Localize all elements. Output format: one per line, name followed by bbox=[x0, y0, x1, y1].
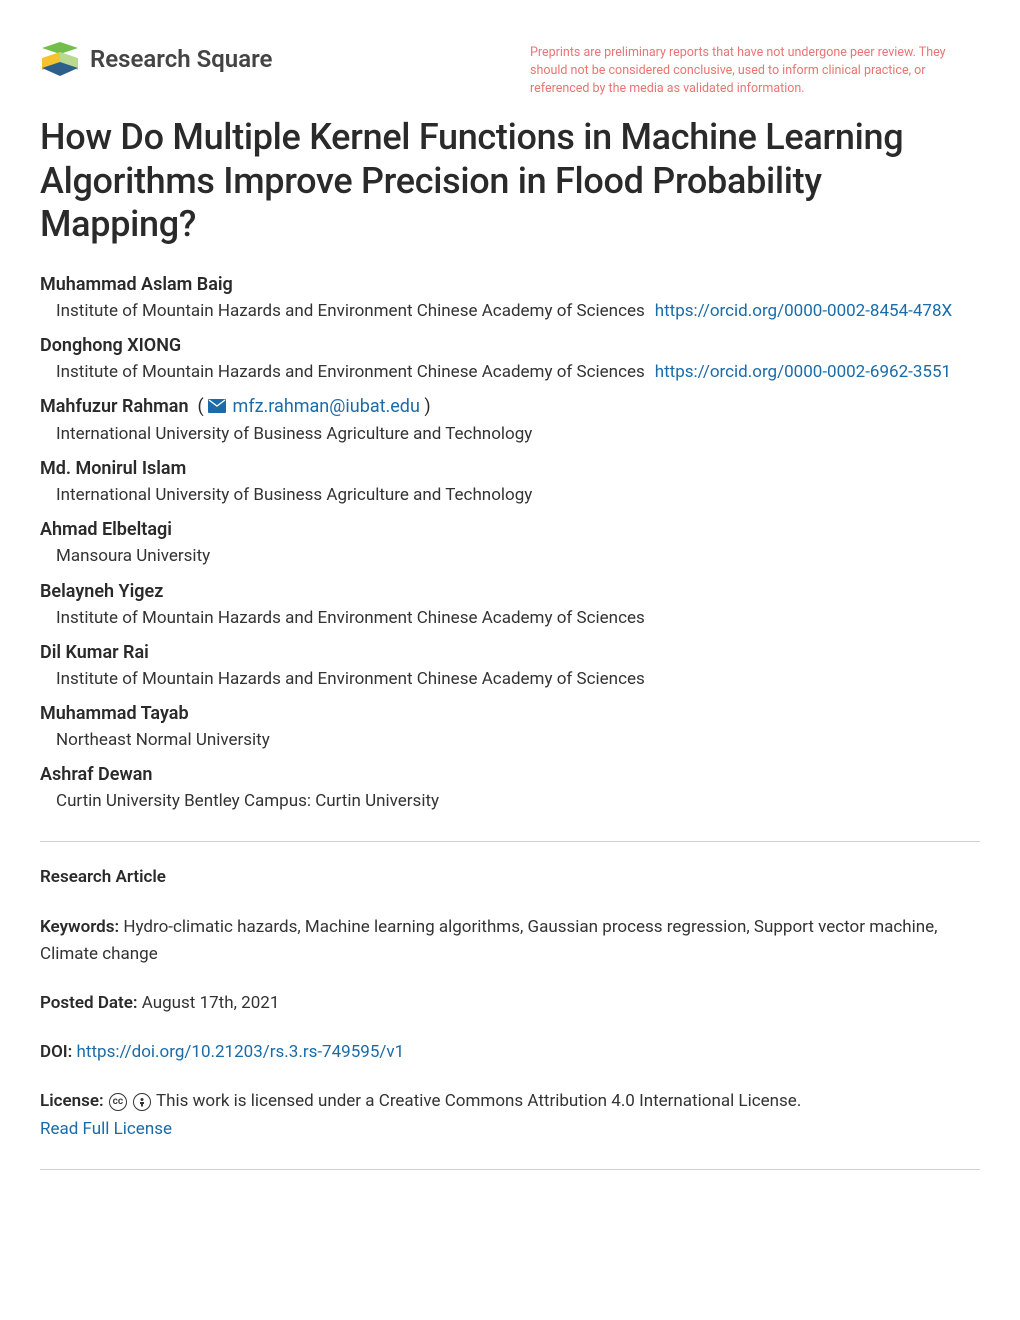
author-entry: Ashraf Dewan Curtin University Bentley Ca… bbox=[40, 764, 980, 815]
doi-row: DOI: https://doi.org/10.21203/rs.3.rs-74… bbox=[40, 1039, 980, 1066]
author-affiliation: Institute of Mountain Hazards and Enviro… bbox=[40, 605, 980, 632]
author-affiliation: International University of Business Agr… bbox=[40, 421, 980, 448]
posted-date-row: Posted Date: August 17th, 2021 bbox=[40, 990, 980, 1017]
brand-name: Research Square bbox=[90, 45, 272, 73]
author-entry: Donghong XIONG Institute of Mountain Haza… bbox=[40, 335, 980, 386]
author-affiliation: Institute of Mountain Hazards and Enviro… bbox=[40, 359, 980, 386]
article-type: Research Article bbox=[40, 864, 980, 891]
authors-list: Muhammad Aslam Baig Institute of Mountain… bbox=[40, 274, 980, 815]
page-header: Research Square Preprints are preliminar… bbox=[40, 40, 980, 98]
author-affiliation: Mansoura University bbox=[40, 543, 980, 570]
section-divider bbox=[40, 841, 980, 842]
author-entry: Dil Kumar Rai Institute of Mountain Hazar… bbox=[40, 642, 980, 693]
author-name: Ahmad Elbeltagi bbox=[40, 519, 980, 540]
author-name: Donghong XIONG bbox=[40, 335, 980, 356]
author-name: Dil Kumar Rai bbox=[40, 642, 980, 663]
author-affiliation: Curtin University Bentley Campus: Curtin… bbox=[40, 788, 980, 815]
cc-by-icon bbox=[133, 1093, 151, 1111]
section-divider-bottom bbox=[40, 1169, 980, 1170]
license-row: License: cc This work is licensed under … bbox=[40, 1088, 980, 1142]
author-name: Belayneh Yigez bbox=[40, 581, 980, 602]
author-entry: Muhammad Tayab Northeast Normal Universit… bbox=[40, 703, 980, 754]
cc-icon: cc bbox=[109, 1093, 127, 1111]
author-affiliation: Northeast Normal University bbox=[40, 727, 980, 754]
author-name: Muhammad Tayab bbox=[40, 703, 980, 724]
license-link[interactable]: Read Full License bbox=[40, 1119, 172, 1139]
orcid-link[interactable]: https://orcid.org/0000-0002-8454-478X bbox=[655, 301, 952, 321]
author-name: Md. Monirul Islam bbox=[40, 458, 980, 479]
paper-title: How Do Multiple Kernel Functions in Mach… bbox=[40, 116, 980, 246]
envelope-icon bbox=[208, 397, 226, 418]
author-name: Ashraf Dewan bbox=[40, 764, 980, 785]
orcid-link[interactable]: https://orcid.org/0000-0002-6962-3551 bbox=[655, 362, 951, 382]
author-affiliation: Institute of Mountain Hazards and Enviro… bbox=[40, 298, 980, 325]
brand-logo[interactable]: Research Square bbox=[40, 40, 272, 78]
author-entry: Ahmad Elbeltagi Mansoura University bbox=[40, 519, 980, 570]
author-affiliation: Institute of Mountain Hazards and Enviro… bbox=[40, 666, 980, 693]
author-affiliation: International University of Business Agr… bbox=[40, 482, 980, 509]
preprint-disclaimer: Preprints are preliminary reports that h… bbox=[530, 40, 980, 98]
author-name: Muhammad Aslam Baig bbox=[40, 274, 980, 295]
corresponding-email[interactable]: mfz.rahman@iubat.edu bbox=[228, 396, 420, 417]
author-name: Mahfuzur Rahman ( mfz.rahman@iubat.edu ) bbox=[40, 396, 980, 418]
research-square-icon bbox=[40, 40, 80, 78]
doi-link[interactable]: https://doi.org/10.21203/rs.3.rs-749595/… bbox=[77, 1042, 405, 1062]
author-entry: Muhammad Aslam Baig Institute of Mountain… bbox=[40, 274, 980, 325]
author-entry: Md. Monirul Islam International Universit… bbox=[40, 458, 980, 509]
author-entry: Belayneh Yigez Institute of Mountain Haza… bbox=[40, 581, 980, 632]
author-entry: Mahfuzur Rahman ( mfz.rahman@iubat.edu )… bbox=[40, 396, 980, 448]
keywords-row: Keywords: Hydro-climatic hazards, Machin… bbox=[40, 914, 980, 968]
